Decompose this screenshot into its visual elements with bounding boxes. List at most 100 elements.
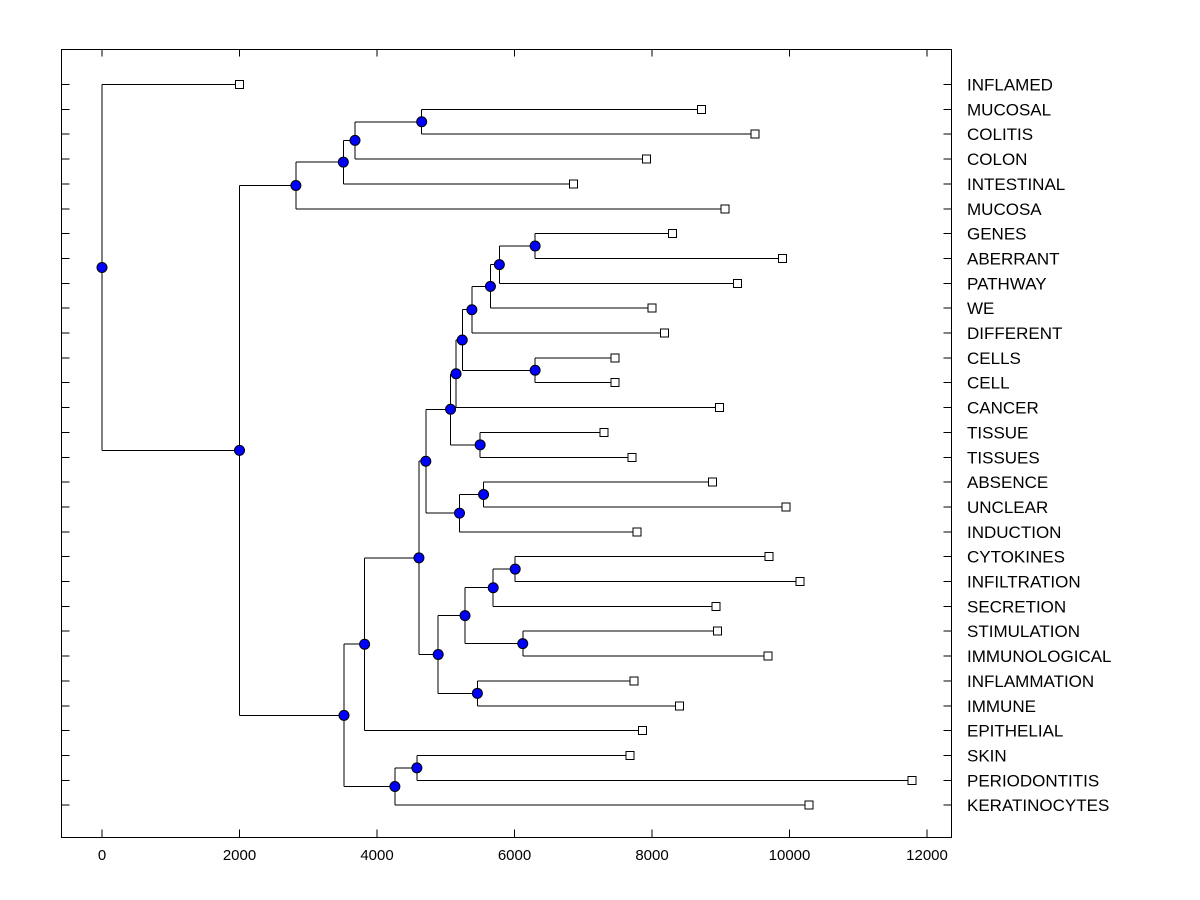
leaf-marker-intestinal [569,179,579,189]
leaf-label-keratinocytes: KERATINOCYTES [967,796,1109,815]
leaf-marker-inflammation [629,676,639,686]
node-marker-n_immune_block [432,648,444,660]
node-marker-n_secretion [487,582,499,594]
leaf-marker-keratinocytes [804,800,814,810]
leaf-label-absence: ABSENCE [967,473,1048,492]
leaf-label-colon: COLON [967,150,1027,169]
leaf-label-tissues: TISSUES [967,448,1040,467]
leaf-marker-skin [625,751,635,760]
node-marker-n_cells_cell [529,364,541,376]
node-marker-n_tissue [474,439,486,451]
leaf-label-unclear: UNCLEAR [967,498,1048,517]
x-tick-label-10000: 10000 [769,847,811,864]
node-marker-n_upper_mid [420,455,432,467]
x-tick-label-12000: 12000 [906,847,948,864]
node-marker-n_diff_cells [456,334,468,346]
node-marker-n_stim_join [459,610,471,622]
leaf-label-cancer: CANCER [967,399,1039,418]
leaf-label-tissue: TISSUE [967,423,1028,442]
node-marker-n_epithelial [359,638,371,650]
leaf-marker-cytokines [764,552,774,562]
leaf-labels: INFLAMED MUCOSAL COLITIS COLON INTESTINAL MUC… [967,76,1112,816]
leaf-label-secretion: SECRETION [967,597,1066,616]
node-marker-n_mid [413,552,425,564]
leaf-marker-cell [610,378,620,388]
leaf-label-cells: CELLS [967,349,1021,368]
node-marker-n_skin [411,762,423,774]
x-tick-label-2000: 2000 [223,847,256,864]
node-marker-n_different [466,304,478,316]
leaf-marker-secretion [711,601,721,611]
leaf-marker-aberrant [778,254,788,263]
leaf-marker-we [647,303,657,313]
node-marker-n_absence [478,489,490,501]
leaf-label-cell: CELL [967,374,1010,393]
leaf-label-aberrant: ABERRANT [967,250,1060,269]
x-axis: 0 2000 4000 6000 8000 10000 12000 [61,49,952,864]
x-tick-label-0: 0 [98,847,106,864]
leaf-marker-unclear [781,502,791,512]
node-marker-n_cancer_tissue [445,403,457,415]
leaf-label-mucosal: MUCOSAL [967,100,1051,119]
node-marker-n_cancer_join [450,368,462,380]
dendrogram-branches [101,84,912,806]
leaf-label-intestinal: INTESTINAL [967,175,1065,194]
leaf-label-skin: SKIN [967,747,1007,766]
leaf-markers [235,80,917,810]
leaf-marker-cancer [714,403,724,413]
leaf-label-stimulation: STIMULATION [967,622,1080,641]
node-marker-n_induction [454,507,465,519]
leaf-marker-colitis [750,129,760,139]
leaf-marker-genes [668,229,678,239]
leaf-marker-periodontitis [907,775,917,785]
leaf-marker-epithelial [637,726,647,736]
leaf-label-colitis: COLITIS [967,125,1033,144]
leaf-label-immunological: IMMUNOLOGICAL [967,647,1112,666]
leaf-marker-tissue [599,427,609,437]
node-marker-n_inflammation [471,687,483,699]
leaf-label-pathway: PATHWAY [967,274,1047,293]
node-marker-n_lower [338,709,350,721]
leaf-marker-different [659,328,669,338]
plot-frame [61,49,952,838]
leaf-label-different: DIFFERENT [967,324,1062,343]
node-marker-n_stimulation [517,638,529,650]
leaf-label-inflamed: INFLAMED [967,76,1053,95]
node-marker-n_root [96,261,108,273]
leaf-label-cytokines: CYTOKINES [967,548,1065,567]
leaf-marker-inflamed [235,80,244,89]
node-marker-n_we [484,280,496,292]
leaf-marker-immunological [763,651,773,661]
leaf-marker-mucosa [720,204,730,214]
node-marker-n_mucosa [290,179,302,191]
node-marker-n_intestinal [337,156,349,168]
node-marker-n_pathway [493,259,505,271]
leaf-marker-absence [708,477,717,487]
node-marker-n_cytokines [509,563,521,575]
leaf-marker-induction [632,527,642,537]
leaf-marker-cells [610,353,620,363]
node-marker-n_keratinocytes [389,781,401,793]
node-marker-n_colon [349,134,361,146]
leaf-label-induction: INDUCTION [967,523,1061,542]
leaf-marker-mucosal [697,104,706,114]
node-markers [96,116,541,793]
leaf-label-genes: GENES [967,225,1027,244]
leaf-marker-tissues [627,452,637,462]
x-tick-label-8000: 8000 [635,847,668,864]
leaf-marker-stimulation [712,626,722,636]
leaf-label-we: WE [967,299,994,318]
node-marker-n_genes_aberrant [529,240,541,252]
leaf-label-periodontitis: PERIODONTITIS [967,771,1099,790]
leaf-label-immune: IMMUNE [967,697,1036,716]
leaf-marker-pathway [732,278,742,288]
leaf-label-epithelial: EPITHELIAL [967,722,1063,741]
node-marker-n_mucosal_colitis [416,116,428,128]
leaf-label-infiltration: INFILTRATION [967,573,1081,592]
leaf-marker-infiltration [795,577,805,586]
x-tick-label-6000: 6000 [498,847,531,864]
leaf-label-inflammation: INFLAMMATION [967,672,1094,691]
x-tick-label-4000: 4000 [360,847,393,864]
node-marker-n_bottom [234,444,245,456]
leaf-marker-immune [675,701,684,711]
